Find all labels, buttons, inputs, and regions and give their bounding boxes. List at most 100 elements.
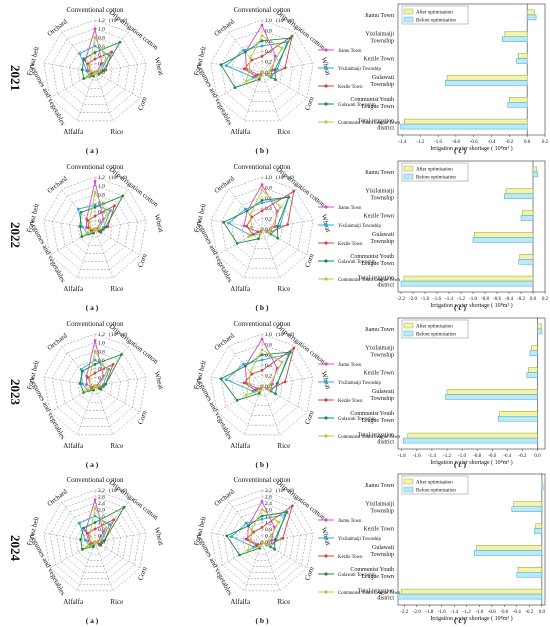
radar-spoke [261, 189, 296, 230]
radar-tick-label: 0.8 [265, 527, 272, 533]
radar-series-point [102, 69, 105, 72]
radar-series-point [89, 226, 93, 230]
radar-tick-label: 0.2 [265, 374, 272, 380]
legend-marker [324, 572, 328, 576]
radar-series-point [93, 203, 97, 207]
bar [504, 31, 528, 37]
radar-grid-ring [60, 351, 130, 419]
radar-series-point [260, 183, 264, 187]
radar-series-point [77, 521, 81, 525]
radar-series-point [277, 520, 281, 524]
bar-category-label: Jiamu Town [365, 483, 394, 489]
radar-grid-ring [220, 344, 304, 426]
radar-series-point [286, 223, 290, 226]
bar [516, 58, 528, 64]
radar-series-point [110, 50, 114, 54]
bar-legend-box [401, 162, 469, 182]
radar-series-point [242, 67, 246, 71]
radar-series-point [89, 383, 93, 387]
bar-x-tick-label: -0.6 [500, 610, 508, 615]
radar-grid-ring [86, 63, 104, 81]
radar-series-point [287, 195, 291, 199]
radar-series-point [268, 69, 272, 73]
radar-series-point [120, 353, 123, 356]
bar-x-axis-label: Irrigation water shortage ( 10⁸m³ ) [430, 459, 512, 466]
bar [526, 14, 537, 21]
radar-series-point [93, 349, 97, 353]
bar-legend-label: After optimisation [416, 168, 453, 173]
bar-x-tick-label: -2.2 [397, 297, 405, 302]
bar [529, 350, 538, 356]
radar-b-2: 0.00.20.40.60.81.0 (10⁸ m³)Conventional c… [192, 320, 332, 450]
radar-unit-label: (10⁸ m³) [276, 17, 295, 24]
radar-series-point [88, 534, 92, 538]
radar-spoke [261, 385, 281, 435]
radar-series-point [290, 504, 294, 508]
bar-legend-label: After optimisation [416, 481, 453, 486]
bar-x-tick-label: -0.8 [473, 454, 481, 459]
radar-series-point [249, 538, 253, 542]
radar-town-legend: Jiamu Town Yixilaimaiji Township Kezile To… [318, 518, 401, 596]
radar-series-point [108, 523, 112, 526]
radar-spoke [94, 346, 129, 387]
radar-axis-label: Wheat [153, 56, 165, 76]
bar-legend-label: After optimisation [416, 11, 453, 16]
radar-axis-label: Conventional cotton [234, 476, 291, 484]
legend-marker [324, 48, 328, 52]
radar-series-point [93, 542, 96, 545]
panel-label: ( a ) [86, 460, 99, 469]
bar-legend-swatch [403, 322, 414, 329]
radar-series-point [250, 225, 254, 229]
bar-legend-label: Before optimisation [416, 489, 456, 494]
radar-axis-label: Rice [110, 285, 123, 293]
radar-grid-ring [231, 197, 293, 259]
radar-tick-label: 1.6 [265, 514, 272, 520]
radar-series-point [251, 75, 255, 79]
radar-axis-label: Alfalfa [63, 442, 84, 450]
radar-series-point [253, 74, 257, 78]
radar-series-point [260, 209, 264, 213]
radar-series-point [244, 521, 248, 525]
radar-series-point [99, 387, 103, 391]
radar-spoke [94, 541, 141, 569]
legend-label: Yixilaimaiji Township [338, 67, 381, 72]
legend-label: Gulawati Township [338, 260, 376, 265]
radar-axis-label: Corn [136, 95, 148, 111]
radar-series-point [250, 528, 253, 531]
radar-series-point [93, 371, 97, 375]
radar-grid-ring [69, 202, 121, 254]
radar-grid-ring [86, 220, 104, 238]
radar-grid-ring [251, 61, 273, 83]
bar-category-label: district [377, 440, 394, 446]
radar-tick-label: 2.0 [98, 508, 105, 514]
radar-series-point [242, 362, 246, 366]
bar [537, 328, 543, 335]
radar-series-point [250, 372, 254, 376]
panel-label: ( b ) [256, 616, 269, 625]
radar-series-point [260, 199, 264, 202]
radar-series-point [78, 52, 82, 56]
radar-axis-label: Rice [277, 598, 290, 606]
radar-series-point [104, 382, 108, 386]
radar-series-point [266, 543, 270, 547]
radar-series-point [88, 377, 91, 381]
radar-spoke [94, 228, 141, 256]
radar-unit-label: (10⁸ m³) [109, 331, 128, 338]
radar-axis-label: Orchard [46, 174, 69, 195]
radar-spoke [210, 62, 263, 73]
radar-series-point [260, 23, 264, 27]
radar-series-point [112, 518, 116, 521]
radar-series-point [121, 194, 125, 198]
radar-series-point [260, 227, 264, 231]
radar-series-point [79, 538, 82, 541]
radar-grid-ring [86, 377, 104, 395]
radar-axis-label: Drip irrigation cotton [108, 322, 161, 365]
bar-category-label: Township [370, 82, 394, 88]
radar-series-point [260, 201, 264, 205]
bar-x-tick-label: -0.4 [503, 454, 511, 459]
radar-series-point [248, 370, 252, 374]
radar-grid-ring [242, 522, 282, 561]
radar-series-point [91, 545, 95, 548]
radar-spoke [94, 71, 141, 99]
